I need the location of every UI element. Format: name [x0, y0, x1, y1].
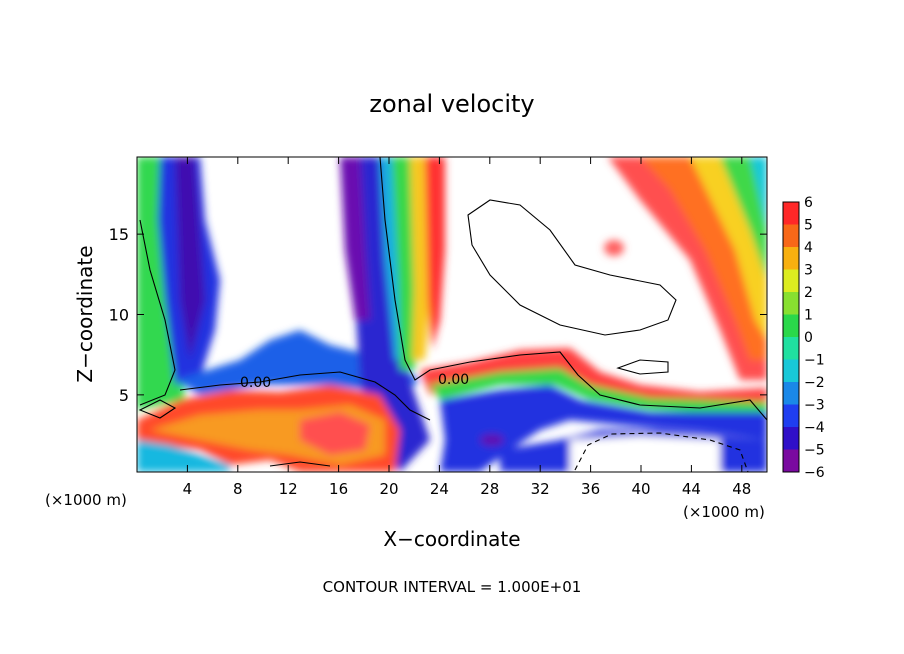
x-axis-label: X−coordinate: [383, 527, 520, 551]
colorbar-tick-label: −4: [804, 420, 825, 436]
colorbar-tick-label: −5: [804, 443, 825, 459]
colorbar-swatch: [783, 449, 799, 472]
x-tick-label: 44: [682, 480, 701, 498]
y-tick-label: 5: [119, 386, 129, 405]
colorbar-tick-label: −1: [804, 353, 825, 369]
x-tick-label: 20: [379, 480, 398, 498]
colorbar-swatch: [783, 247, 799, 270]
colorbar-tick-label: 4: [804, 240, 813, 256]
contour-small-closed: [616, 359, 669, 375]
colorbar-swatch: [783, 269, 799, 292]
colorbar-tick-label: 0: [804, 330, 813, 346]
x-tick-label: 16: [329, 480, 348, 498]
contour-zero-left: [139, 219, 176, 406]
contour-dashed-negative: [574, 432, 749, 472]
x-tick-label: 28: [480, 480, 499, 498]
colorbar-tick-label: −2: [804, 375, 825, 391]
colorbar-swatch: [783, 382, 799, 405]
colorbar-tick-label: 2: [804, 285, 813, 301]
contour-lower-loop: [138, 399, 177, 419]
x-unit-right: (×1000 m): [683, 503, 765, 521]
colorbar-swatch: [783, 359, 799, 382]
chart-title: zonal velocity: [369, 90, 534, 118]
contour-label: 0.00: [438, 372, 469, 388]
colorbar: 6 5 4 3 2 1 0 −1 −2 −3 −4 −5 −6: [782, 195, 825, 481]
contour-bottom-left: [269, 461, 331, 467]
x-unit-left: (×1000 m): [45, 491, 127, 509]
colorbar-swatch: [783, 314, 799, 337]
contour-zero-mid: [179, 371, 431, 421]
colorbar-tick-label: 6: [804, 195, 813, 211]
colorbar-swatch: [783, 427, 799, 450]
x-tick-label: 48: [732, 480, 751, 498]
colorbar-tick-label: 3: [804, 263, 813, 279]
colorbar-swatch: [783, 404, 799, 427]
colorbar-tick-label: 1: [804, 308, 813, 324]
colorbar-swatch: [783, 224, 799, 247]
colorbar-frame: [782, 201, 800, 473]
contour-zero-center: [379, 157, 767, 421]
y-axis: 5 10 15: [109, 225, 767, 405]
colorbar-tick-label: 5: [804, 218, 813, 234]
colorbar-swatch: [783, 337, 799, 360]
contour-lines: [138, 157, 767, 472]
y-axis-label: Z−coordinate: [73, 245, 97, 382]
plot-area: 0.00 0.00: [137, 157, 767, 472]
contour-upper-right-closed: [467, 199, 677, 336]
colorbar-swatch: [783, 292, 799, 315]
colorbar-tick-label: −3: [804, 398, 825, 414]
x-tick-label: 32: [531, 480, 550, 498]
y-tick-label: 15: [109, 225, 129, 244]
x-tick-label: 4: [183, 480, 193, 498]
band-mid-positive: [420, 348, 767, 410]
x-tick-label: 40: [631, 480, 650, 498]
x-tick-label: 12: [279, 480, 298, 498]
contour-interval-note: CONTOUR INTERVAL = 1.000E+01: [323, 578, 582, 596]
x-tick-label: 24: [430, 480, 449, 498]
x-tick-label: 8: [233, 480, 243, 498]
colorbar-swatch: [783, 202, 799, 225]
band-mid-negative: [440, 385, 767, 472]
y-tick-label: 10: [109, 306, 129, 325]
contour-label: 0.00: [240, 375, 271, 391]
x-tick-label: 36: [581, 480, 600, 498]
colorbar-tick-label: −6: [804, 465, 825, 481]
contour-labels: 0.00 0.00: [240, 372, 469, 391]
x-axis: 4 8 12 16 20 24 28 32 36 40 44 48: [183, 157, 751, 498]
